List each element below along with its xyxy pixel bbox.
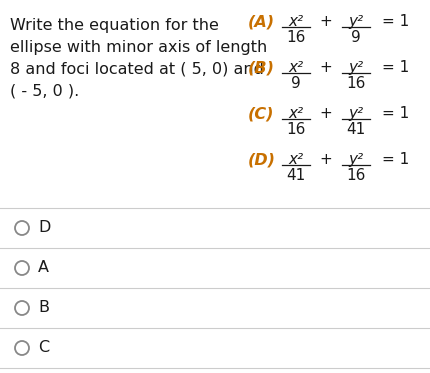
Text: A: A <box>38 260 49 276</box>
Text: D: D <box>38 220 50 235</box>
Text: +: + <box>319 153 332 167</box>
Text: 16: 16 <box>286 122 306 137</box>
Text: = 1: = 1 <box>382 153 409 167</box>
Text: (B): (B) <box>248 60 275 75</box>
Text: y²: y² <box>348 152 363 167</box>
Text: +: + <box>319 15 332 29</box>
Text: y²: y² <box>348 60 363 75</box>
Text: 41: 41 <box>347 122 366 137</box>
Text: 41: 41 <box>286 168 306 183</box>
Text: 16: 16 <box>346 168 366 183</box>
Text: x²: x² <box>289 14 304 29</box>
Text: x²: x² <box>289 60 304 75</box>
Text: y²: y² <box>348 14 363 29</box>
Text: C: C <box>38 341 49 355</box>
Text: = 1: = 1 <box>382 107 409 122</box>
Text: x²: x² <box>289 106 304 121</box>
Text: x²: x² <box>289 152 304 167</box>
Text: (C): (C) <box>248 107 274 122</box>
Text: y²: y² <box>348 106 363 121</box>
Text: 8 and foci located at ( 5, 0) and: 8 and foci located at ( 5, 0) and <box>10 62 264 77</box>
Text: B: B <box>38 301 49 316</box>
Text: +: + <box>319 107 332 122</box>
Text: 9: 9 <box>351 30 361 45</box>
Text: 16: 16 <box>346 76 366 91</box>
Text: Write the equation for the: Write the equation for the <box>10 18 219 33</box>
Text: = 1: = 1 <box>382 15 409 29</box>
Text: = 1: = 1 <box>382 60 409 75</box>
Text: 16: 16 <box>286 30 306 45</box>
Text: (D): (D) <box>248 153 276 167</box>
Text: (A): (A) <box>248 15 275 29</box>
Text: ellipse with minor axis of length: ellipse with minor axis of length <box>10 40 267 55</box>
Text: ( - 5, 0 ).: ( - 5, 0 ). <box>10 84 79 99</box>
Text: +: + <box>319 60 332 75</box>
Text: 9: 9 <box>291 76 301 91</box>
